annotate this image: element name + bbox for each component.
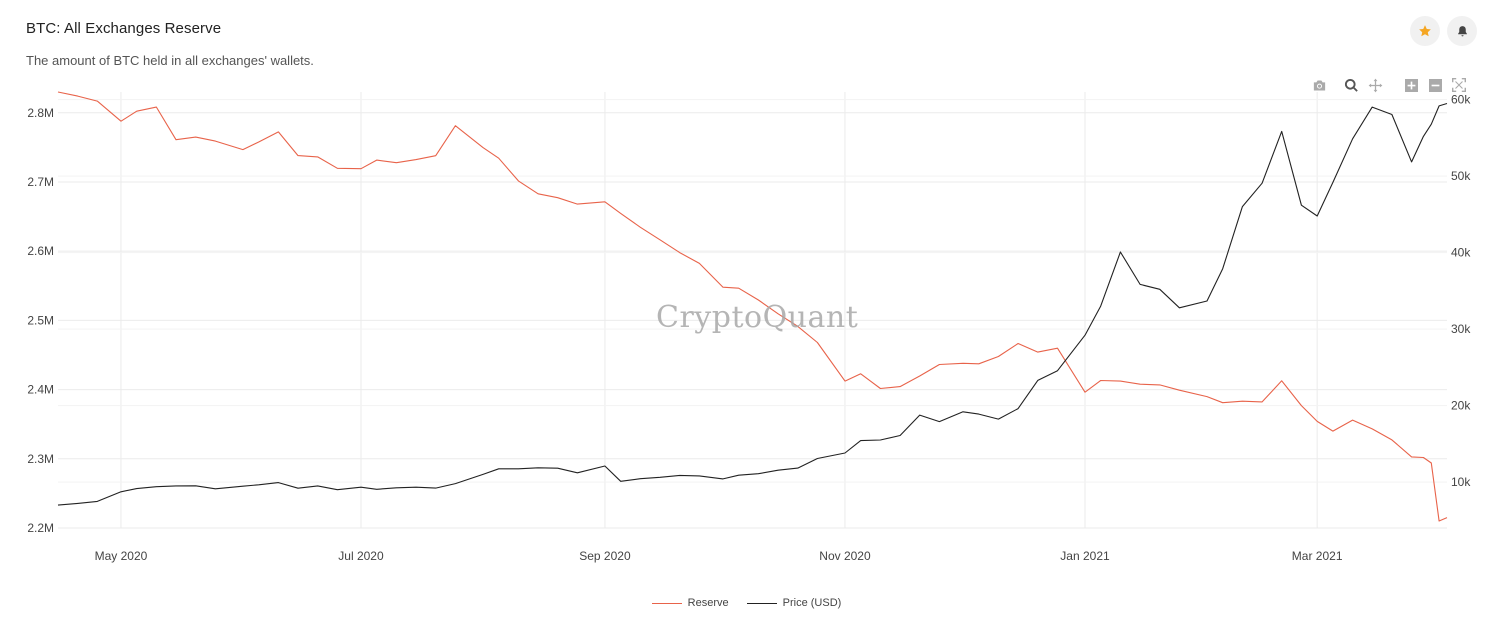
legend-label-reserve: Reserve: [687, 597, 729, 609]
bell-icon: [1457, 25, 1467, 36]
y-left-tick-label: 2.7M: [27, 175, 54, 189]
chart-grid: [58, 92, 1447, 529]
y-axis-left: 2.2M 2.3M 2.4M 2.5M 2.6M 2.7M 2.8M: [27, 106, 54, 535]
y-right-tick-label: 10k: [1451, 475, 1471, 489]
x-tick-label: Sep 2020: [579, 549, 631, 563]
x-tick-label: May 2020: [95, 549, 148, 563]
y-right-tick-label: 30k: [1451, 322, 1471, 336]
x-tick-label: Jan 2021: [1060, 549, 1110, 563]
y-axis-right: 10k 20k 30k 40k 50k 60k: [1451, 93, 1471, 489]
chart-modebar: [1310, 76, 1468, 94]
camera-icon[interactable]: [1310, 76, 1328, 94]
legend-item-price[interactable]: Price (USD): [746, 597, 842, 609]
y-left-tick-label: 2.6M: [27, 244, 54, 258]
series-line-reserve: [57, 91, 1448, 522]
star-icon: [1419, 25, 1431, 37]
legend-label-price: Price (USD): [782, 597, 842, 609]
y-left-tick-label: 2.8M: [27, 106, 54, 120]
zoom-icon[interactable]: [1342, 76, 1360, 94]
x-tick-label: Mar 2021: [1292, 549, 1343, 563]
autoscale-icon[interactable]: [1450, 76, 1468, 94]
y-right-tick-label: 20k: [1451, 399, 1471, 413]
y-right-tick-label: 60k: [1451, 93, 1471, 107]
y-left-tick-label: 2.2M: [27, 521, 54, 535]
watermark-logo: CryptoQuant: [656, 300, 859, 335]
zoom-in-icon[interactable]: [1402, 76, 1420, 94]
chart-legend: Reserve Price (USD): [0, 597, 1493, 609]
legend-swatch-reserve: [651, 602, 682, 604]
x-axis: May 2020 Jul 2020 Sep 2020 Nov 2020 Jan 2021…: [95, 549, 1343, 563]
page-title: BTC: All Exchanges Reserve: [26, 20, 222, 37]
x-tick-label: Jul 2020: [338, 549, 384, 563]
series-line-price: [57, 102, 1448, 506]
chart-series: [57, 91, 1448, 522]
legend-swatch-price: [746, 602, 777, 604]
legend-item-reserve[interactable]: Reserve: [651, 597, 729, 609]
pan-icon[interactable]: [1366, 76, 1384, 94]
y-right-tick-label: 40k: [1451, 246, 1471, 260]
x-tick-label: Nov 2020: [819, 549, 871, 563]
y-left-tick-label: 2.3M: [27, 452, 54, 466]
zoom-out-icon[interactable]: [1426, 76, 1444, 94]
page-subtitle: The amount of BTC held in all exchanges'…: [26, 53, 314, 68]
y-left-tick-label: 2.4M: [27, 383, 54, 397]
y-left-tick-label: 2.5M: [27, 313, 54, 327]
y-right-tick-label: 50k: [1451, 169, 1471, 183]
alert-button[interactable]: [1447, 16, 1477, 46]
favorite-button[interactable]: [1410, 16, 1440, 46]
